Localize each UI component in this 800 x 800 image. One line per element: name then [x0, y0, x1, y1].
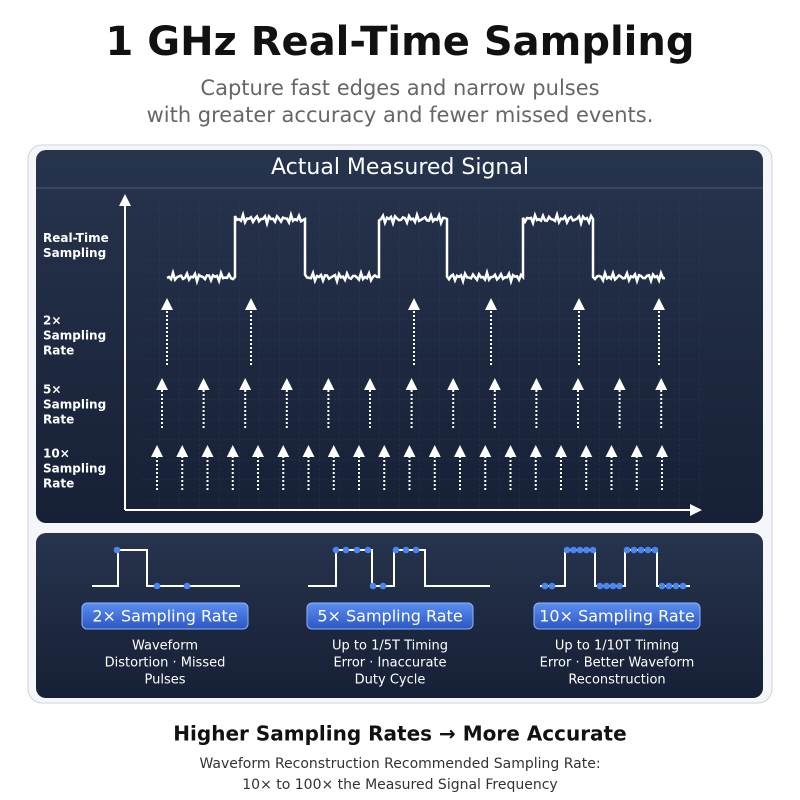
row-label: 10× — [43, 447, 70, 461]
sample-dot — [364, 546, 372, 554]
row-label: Rate — [43, 477, 74, 491]
footer-title: Higher Sampling Rates → More Accurate — [173, 722, 626, 746]
sample-dot — [672, 582, 680, 590]
sample-dot — [644, 546, 652, 554]
sample-dot — [392, 546, 400, 554]
card-description: Up to 1/10T Timing — [555, 639, 679, 654]
sample-dot — [679, 582, 687, 590]
badge: 5× Sampling Rate — [317, 607, 462, 626]
row-label: Real-Time — [43, 231, 109, 245]
row-label: Sampling — [43, 329, 106, 343]
sample-dot — [353, 546, 361, 554]
card-description: Reconstruction — [568, 673, 665, 688]
card-description: Duty Cycle — [355, 673, 426, 688]
card-description: Error · Inaccurate — [333, 656, 446, 671]
title: 1 GHz Real-Time Sampling — [105, 19, 694, 65]
badge: 2× Sampling Rate — [92, 607, 237, 626]
sample-dot — [113, 546, 121, 554]
row-label: Sampling — [43, 246, 106, 260]
mini-wave — [92, 549, 240, 587]
sample-dot — [630, 546, 638, 554]
sample-dot — [658, 582, 666, 590]
footer-line: Waveform Reconstruction Recommended Samp… — [199, 756, 600, 772]
sample-dot — [583, 546, 590, 554]
row-label: 2× — [43, 314, 61, 328]
sample-dot — [183, 582, 191, 590]
sample-dot — [548, 582, 556, 590]
card-description: Waveform — [132, 639, 198, 654]
sample-dot — [412, 546, 420, 554]
card-description: Pulses — [144, 673, 185, 688]
card-description: Distortion · Missed — [105, 656, 226, 671]
card-description: Up to 1/5T Timing — [332, 639, 448, 654]
sample-dot — [603, 582, 610, 590]
sample-dot — [589, 546, 597, 554]
subtitle: Capture fast edges and narrow pulses — [200, 76, 599, 100]
sample-dot — [541, 582, 549, 590]
row-label: Sampling — [43, 462, 106, 476]
sample-dot — [623, 546, 631, 554]
drawing: Real-TimeSampling2×SamplingRate5×Samplin… — [43, 210, 701, 688]
sample-dot — [332, 546, 340, 554]
sample-dot — [342, 546, 350, 554]
subtitle: with greater accuracy and fewer missed e… — [147, 103, 654, 127]
row-label: Rate — [43, 344, 74, 358]
sample-dot — [379, 582, 387, 590]
sample-dot — [596, 582, 604, 590]
sample-dot — [570, 546, 577, 554]
sample-dot — [153, 582, 161, 590]
sample-dot — [651, 546, 659, 554]
row-label: Sampling — [43, 398, 106, 412]
sample-dot — [576, 546, 584, 554]
badge-bg — [306, 602, 474, 630]
sample-dot — [402, 546, 410, 554]
badge-bg — [533, 602, 701, 630]
sample-dot — [369, 582, 377, 590]
badge: 10× Sampling Rate — [539, 607, 695, 626]
sample-dot — [637, 546, 645, 554]
card-description: Error · Better Waveform — [540, 656, 695, 671]
sample-dot — [609, 582, 617, 590]
row-label: 5× — [43, 383, 61, 397]
row-label: Rate — [43, 413, 74, 427]
footer-line: 10× to 100× the Measured Signal Frequenc… — [242, 777, 557, 793]
grid — [140, 195, 700, 510]
badge-bg — [81, 602, 249, 630]
sample-dot — [665, 582, 673, 590]
sample-dot — [616, 582, 623, 590]
waveform — [166, 210, 666, 286]
panel-title: Actual Measured Signal — [271, 155, 529, 180]
sample-dot — [563, 546, 571, 554]
